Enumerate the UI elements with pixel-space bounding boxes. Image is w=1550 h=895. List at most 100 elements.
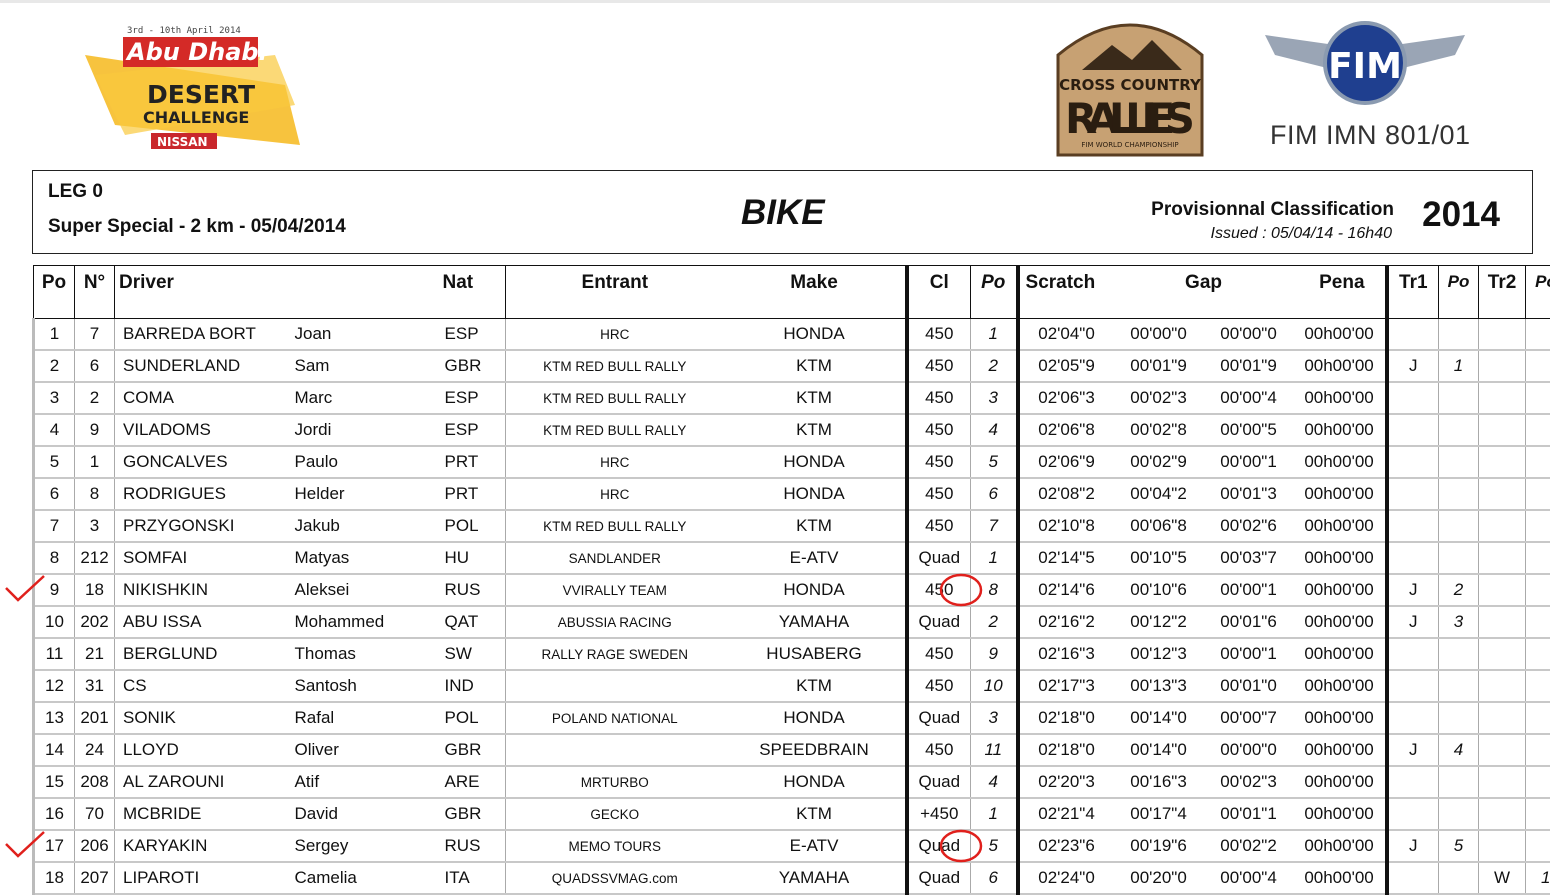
trophy2-position (1526, 766, 1550, 798)
scratch-time: 02'23"6 (1018, 830, 1114, 862)
driver-last-name: LLOYD (115, 734, 289, 766)
trophy1-position (1439, 766, 1479, 798)
gap-leader: 00'10"5 (1114, 542, 1204, 574)
penalty: 00h00'00 (1294, 766, 1387, 798)
class: Quad (907, 606, 971, 638)
trophy1 (1387, 862, 1439, 894)
gap-previous: 00'00"1 (1204, 574, 1294, 606)
trophy2: W (1479, 862, 1526, 894)
position: 1 (34, 319, 75, 351)
driver-first-name: Joan (289, 319, 405, 351)
nationality: GBR (405, 350, 506, 382)
gap-previous: 00'00"4 (1204, 862, 1294, 894)
gap-leader: 00'13"3 (1114, 670, 1204, 702)
trophy1 (1387, 798, 1439, 830)
driver-first-name: Matyas (289, 542, 405, 574)
class: 450 (907, 478, 971, 510)
make: KTM (724, 382, 907, 414)
trophy1-position (1439, 446, 1479, 478)
driver-first-name: Helder (289, 478, 405, 510)
nationality: ARE (405, 766, 506, 798)
class-position: 5 (971, 830, 1018, 862)
trophy1-position (1439, 542, 1479, 574)
class-position: 8 (971, 574, 1018, 606)
make: SPEEDBRAIN (724, 734, 907, 766)
nationality: HU (405, 542, 506, 574)
trophy1-position: 1 (1439, 350, 1479, 382)
gap-leader: 00'19"6 (1114, 830, 1204, 862)
trophy1-position (1439, 414, 1479, 446)
driver-first-name: Sam (289, 350, 405, 382)
race-number: 24 (75, 734, 115, 766)
nationality: POL (405, 510, 506, 542)
trophy2-position (1526, 702, 1550, 734)
driver-first-name: Paulo (289, 446, 405, 478)
driver-last-name: KARYAKIN (115, 830, 289, 862)
penalty: 00h00'00 (1294, 574, 1387, 606)
penalty: 00h00'00 (1294, 446, 1387, 478)
make: KTM (724, 798, 907, 830)
make: HONDA (724, 319, 907, 351)
trophy1 (1387, 414, 1439, 446)
trophy1-position: 5 (1439, 830, 1479, 862)
class: Quad (907, 766, 971, 798)
gap-previous: 00'02"3 (1204, 766, 1294, 798)
nationality: PRT (405, 478, 506, 510)
trophy2-position (1526, 638, 1550, 670)
col-driver: Driver (115, 266, 405, 319)
svg-text:FIM WORLD CHAMPIONSHIP: FIM WORLD CHAMPIONSHIP (1081, 141, 1178, 149)
gap-leader: 00'04"2 (1114, 478, 1204, 510)
make: HUSABERG (724, 638, 907, 670)
trophy2 (1479, 766, 1526, 798)
make: HONDA (724, 478, 907, 510)
scratch-time: 02'06"8 (1018, 414, 1114, 446)
race-number: 7 (75, 319, 115, 351)
make: KTM (724, 670, 907, 702)
entrant: ABUSSIA RACING (506, 606, 724, 638)
make: KTM (724, 350, 907, 382)
position: 12 (34, 670, 75, 702)
position: 10 (34, 606, 75, 638)
col-number: N° (75, 266, 115, 319)
class-position: 1 (971, 542, 1018, 574)
trophy1-position (1439, 798, 1479, 830)
nationality: RUS (405, 830, 506, 862)
entrant: GECKO (506, 798, 724, 830)
gap-previous: 00'01"6 (1204, 606, 1294, 638)
class-position: 2 (971, 350, 1018, 382)
trophy1-position (1439, 510, 1479, 542)
trophy1: J (1387, 574, 1439, 606)
gap-leader: 00'20"0 (1114, 862, 1204, 894)
trophy1-position (1439, 478, 1479, 510)
driver-last-name: VILADOMS (115, 414, 289, 446)
class: 450 (907, 638, 971, 670)
trophy2-position (1526, 446, 1550, 478)
entrant: RALLY RAGE SWEDEN (506, 638, 724, 670)
gap-leader: 00'02"3 (1114, 382, 1204, 414)
nationality: SW (405, 638, 506, 670)
col-nat: Nat (405, 266, 506, 319)
driver-last-name: ABU ISSA (115, 606, 289, 638)
scratch-time: 02'05"9 (1018, 350, 1114, 382)
class-position: 5 (971, 446, 1018, 478)
gap-previous: 00'01"1 (1204, 798, 1294, 830)
scratch-time: 02'18"0 (1018, 734, 1114, 766)
nationality: GBR (405, 798, 506, 830)
entrant: HRC (506, 319, 724, 351)
class: 450 (907, 319, 971, 351)
class: +450 (907, 798, 971, 830)
gap-previous: 00'01"3 (1204, 478, 1294, 510)
gap-leader: 00'12"2 (1114, 606, 1204, 638)
nationality: ESP (405, 382, 506, 414)
gap-previous: 00'02"2 (1204, 830, 1294, 862)
col-pena: Pena (1294, 266, 1387, 319)
gap-leader: 00'16"3 (1114, 766, 1204, 798)
position: 16 (34, 798, 75, 830)
class-position: 3 (971, 382, 1018, 414)
entrant: KTM RED BULL RALLY (506, 382, 724, 414)
